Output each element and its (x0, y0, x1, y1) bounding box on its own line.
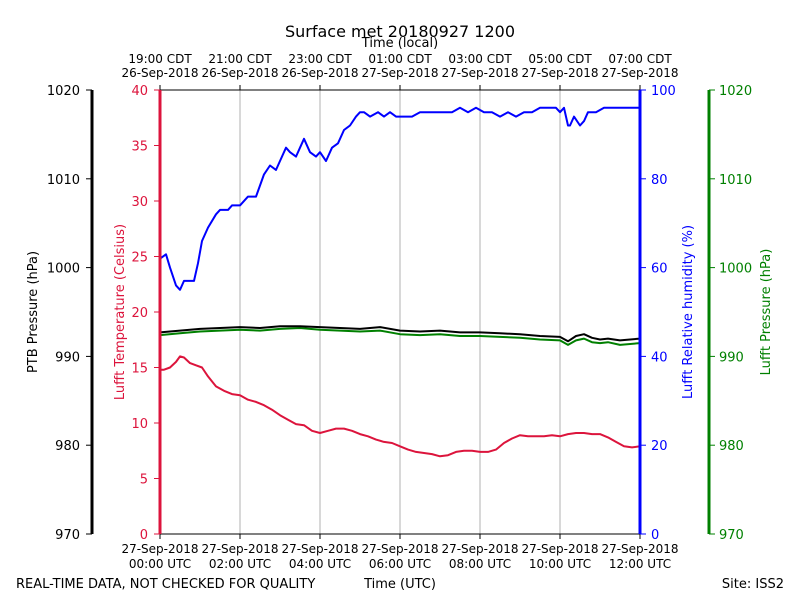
x-tick-label-local-time: 05:00 CDT (528, 52, 592, 66)
temp-tick-label: 15 (131, 362, 148, 377)
x-tick-label-local-date: 27-Sep-2018 (441, 66, 518, 80)
x-axis-label: Time (UTC) (363, 577, 436, 592)
x-tick-label-utc-date: 27-Sep-2018 (361, 542, 438, 556)
temp-tick-label: 40 (131, 84, 148, 99)
ptb-tick-label: 990 (55, 350, 80, 365)
lp-tick-label: 1000 (719, 262, 752, 277)
temp-tick-label: 20 (131, 306, 148, 321)
lp-tick-label: 1010 (719, 173, 752, 188)
temp-tick-label: 25 (131, 251, 148, 266)
lp-tick-label: 970 (719, 528, 744, 543)
temp-tick-label: 35 (131, 140, 148, 155)
quality-notice: REAL-TIME DATA, NOT CHECKED FOR QUALITY (16, 577, 315, 592)
x-tick-label-local-date: 26-Sep-2018 (121, 66, 198, 80)
x-tick-label-utc-date: 27-Sep-2018 (201, 542, 278, 556)
x-tick-label-local-time: 03:00 CDT (448, 52, 512, 66)
lp-tick-label: 990 (719, 350, 744, 365)
rh-tick-label: 0 (651, 528, 659, 543)
x-tick-label-utc-date: 27-Sep-2018 (521, 542, 598, 556)
temp-tick-label: 5 (140, 473, 148, 488)
x-tick-label-local-time: 07:00 CDT (608, 52, 672, 66)
x-tick-label-local-time: 01:00 CDT (368, 52, 432, 66)
gridlines (239, 90, 561, 534)
x-tick-label-utc-time: 12:00 UTC (609, 557, 671, 571)
rh-tick-label: 40 (651, 350, 668, 365)
temp-axis-label: Lufft Temperature (Celsius) (113, 224, 128, 400)
rh-tick-label: 20 (651, 439, 668, 454)
lp-axis-label: Lufft Pressure (hPa) (759, 249, 774, 376)
x-tick-label-local-time: 19:00 CDT (128, 52, 192, 66)
series-rh (159, 106, 640, 291)
rh-axis-label: Lufft Relative humidity (%) (681, 225, 696, 399)
chart-title: Surface met 20180927 1200 (285, 22, 515, 41)
x-tick-label-local-date: 27-Sep-2018 (601, 66, 678, 80)
x-tick-label-local-date: 26-Sep-2018 (201, 66, 278, 80)
x-tick-label-utc-date: 27-Sep-2018 (441, 542, 518, 556)
x-tick-label-utc-date: 27-Sep-2018 (601, 542, 678, 556)
temp-tick-label: 30 (131, 195, 148, 210)
site-label: Site: ISS2 (722, 577, 784, 592)
rh-tick-label: 60 (651, 262, 668, 277)
ptb-tick-label: 1020 (47, 84, 80, 99)
temp-tick-label: 0 (140, 528, 148, 543)
lp-tick-label: 1020 (719, 84, 752, 99)
x-tick-label-utc-time: 08:00 UTC (449, 557, 511, 571)
x-tick-label-local-date: 26-Sep-2018 (281, 66, 358, 80)
x-tick-label-local-time: 21:00 CDT (208, 52, 272, 66)
temp-tick-label: 10 (131, 417, 148, 432)
series-lp (159, 327, 641, 346)
series-ptb (159, 325, 641, 343)
series-temp (160, 355, 641, 458)
x-tick-label-local-date: 27-Sep-2018 (521, 66, 598, 80)
rh-tick-label: 100 (651, 84, 676, 99)
x-tick-label-local-time: 23:00 CDT (288, 52, 352, 66)
x-tick-label-utc-date: 27-Sep-2018 (281, 542, 358, 556)
x-tick-label-utc-date: 27-Sep-2018 (121, 542, 198, 556)
ptb-axis-label: PTB Pressure (hPa) (26, 251, 41, 373)
x-tick-label-utc-time: 02:00 UTC (209, 557, 271, 571)
ptb-tick-label: 980 (55, 439, 80, 454)
series-layer (159, 106, 641, 458)
rh-tick-label: 80 (651, 173, 668, 188)
x-tick-label-utc-time: 00:00 UTC (129, 557, 191, 571)
ptb-tick-label: 1000 (47, 262, 80, 277)
x-tick-label-utc-time: 04:00 UTC (289, 557, 351, 571)
ptb-tick-label: 970 (55, 528, 80, 543)
lp-tick-label: 980 (719, 439, 744, 454)
x-tick-label-utc-time: 10:00 UTC (529, 557, 591, 571)
ptb-tick-label: 1010 (47, 173, 80, 188)
top-axis-label: Time (local) (361, 36, 438, 51)
x-tick-label-local-date: 27-Sep-2018 (361, 66, 438, 80)
x-tick-label-utc-time: 06:00 UTC (369, 557, 431, 571)
